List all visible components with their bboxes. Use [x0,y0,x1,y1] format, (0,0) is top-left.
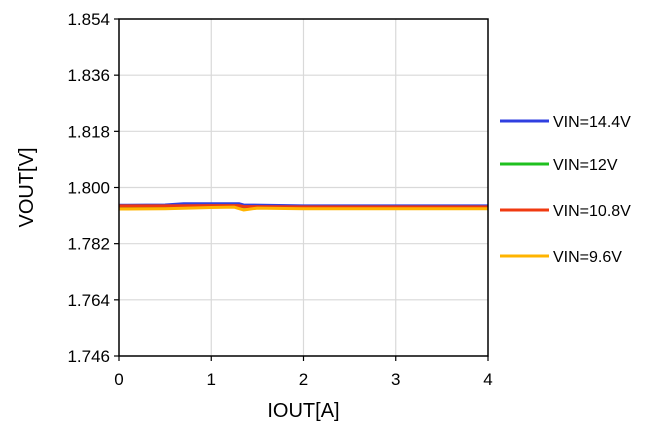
y-tick-label: 1.854 [67,10,110,29]
x-tick-label: 0 [114,370,123,389]
axis-ticks: 1.746 1.764 1.782 1.800 1.818 1.836 1.854 0 1 2 3 4 [67,10,492,389]
grid-lines [119,19,488,356]
y-tick-label: 1.782 [67,235,110,254]
legend-item: VIN=10.8V [500,203,631,220]
series-line-4 [118,205,488,212]
x-tick-label: 2 [299,370,308,389]
y-tick-label: 1.800 [67,179,110,198]
y-tick-label: 1.836 [67,66,110,85]
x-axis-label: IOUT[A] [267,400,339,422]
y-axis-label: VOUT[V] [16,147,38,227]
legend-label: VIN=14.4V [553,114,631,131]
y-tick-label: 1.746 [67,347,110,366]
x-tick-label: 3 [391,370,400,389]
legend-item: VIN=14.4V [500,114,631,131]
series-line-3 [119,204,488,209]
legend-label: VIN=9.6V [553,249,622,266]
legend-label: VIN=12V [553,157,618,174]
y-tick-label: 1.764 [67,291,110,310]
legend-label: VIN=10.8V [553,203,631,220]
x-tick-label: 4 [483,370,492,389]
y-tick-label: 1.818 [67,122,110,141]
series-lines [118,202,488,212]
legend-item: VIN=12V [500,157,618,174]
legend-item: VIN=9.6V [500,249,622,266]
legend: VIN=14.4V VIN=12V VIN=10.8V VIN=9.6V [500,114,631,266]
x-tick-label: 1 [207,370,216,389]
